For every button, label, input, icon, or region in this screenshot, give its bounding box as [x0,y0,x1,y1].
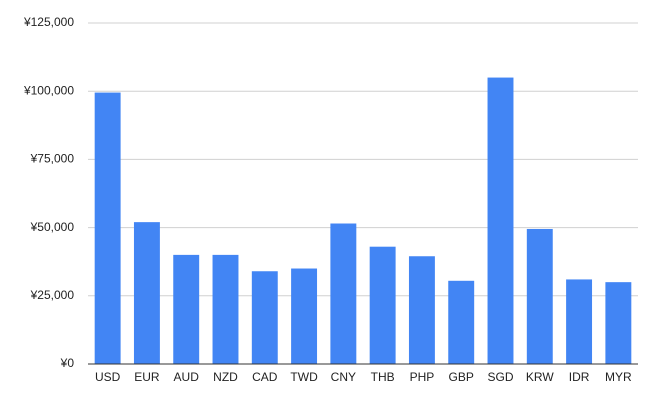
x-tick-label: IDR [569,370,590,384]
x-tick-label: CAD [252,370,278,384]
bar [369,246,396,364]
bar [330,223,357,364]
y-tick-label: ¥75,000 [30,152,75,166]
y-tick-label: ¥100,000 [23,83,74,97]
x-tick-label: SGD [487,370,513,384]
bar [487,77,514,364]
y-tick-label: ¥25,000 [30,288,75,302]
bar [291,268,318,364]
x-tick-label: THB [371,370,395,384]
x-tick-label: CNY [331,370,356,384]
x-tick-label: TWD [290,370,318,384]
bar [448,280,475,364]
bar [566,279,593,364]
bar [133,222,160,364]
bar [251,271,278,364]
bar [212,254,239,364]
bar [605,282,632,364]
x-tick-label: EUR [134,370,160,384]
bar [526,228,553,364]
x-tick-label: PHP [410,370,435,384]
x-tick-label: USD [95,370,121,384]
x-tick-label: NZD [213,370,238,384]
bar [173,254,200,364]
x-tick-label: GBP [449,370,474,384]
bar [408,256,435,364]
x-tick-label: MYR [605,370,632,384]
x-tick-label: KRW [526,370,554,384]
x-tick-label: AUD [174,370,200,384]
bar [94,92,121,365]
y-tick-label: ¥0 [60,356,75,370]
y-tick-label: ¥125,000 [23,15,74,29]
y-tick-label: ¥50,000 [30,220,75,234]
